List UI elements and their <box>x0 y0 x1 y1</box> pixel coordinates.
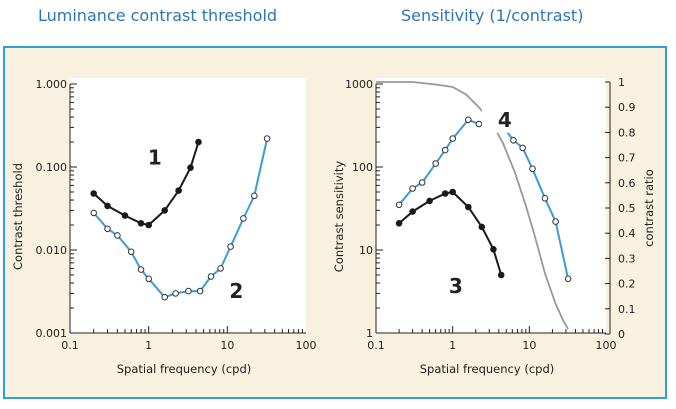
x-tick-label: 1 <box>145 339 152 352</box>
series-2-point <box>161 293 168 301</box>
x-tick-label: 0.1 <box>367 339 385 352</box>
y2-tick-label: 0.8 <box>618 126 636 139</box>
series-1-point <box>161 207 168 214</box>
annotation-label-4: 4 <box>498 108 512 132</box>
series-4-point <box>465 116 472 124</box>
series-3-point <box>441 190 449 197</box>
series-4-point <box>409 185 416 192</box>
series-4-point <box>529 165 536 173</box>
series-3-point <box>395 220 403 227</box>
x-tick-label: 1 <box>449 339 456 352</box>
series-3-point <box>478 223 486 231</box>
series-2-point <box>196 287 204 295</box>
y2-tick-label: 0 <box>618 328 625 341</box>
series-1-point <box>90 190 97 197</box>
y-tick-label: 0.010 <box>36 244 68 257</box>
series-2-point <box>251 192 258 200</box>
series-4-point <box>552 218 559 225</box>
series-1-point <box>195 138 202 146</box>
y2-tick-label: 0.3 <box>618 252 636 265</box>
series-4-point <box>475 120 483 128</box>
series-1-point <box>104 202 111 210</box>
series-2-point <box>104 225 111 233</box>
y-tick-label: 1 <box>366 327 373 340</box>
y-tick-label: 0.100 <box>36 161 68 174</box>
series-1-point <box>121 212 129 219</box>
series-2-point <box>114 232 121 239</box>
annotation-box <box>131 144 178 171</box>
annotation-box <box>432 272 479 299</box>
series-1-point <box>187 164 194 171</box>
series-2-point <box>145 275 152 283</box>
series-2-point <box>185 287 192 295</box>
y-tick-label: 1000 <box>345 78 373 91</box>
series-1-point <box>175 187 182 194</box>
series-2-point <box>172 290 179 297</box>
y2-tick-label: 0.9 <box>618 101 636 114</box>
series-4-point <box>395 201 403 209</box>
series-4-point <box>564 275 572 283</box>
series-2-point <box>137 266 145 273</box>
x-tick-label: 10 <box>220 339 234 352</box>
chart-1: 0.1 1 10 100 Spatial frequency (cpd) 0.001 0.0… <box>11 78 317 376</box>
series-4-point <box>441 146 449 154</box>
series-2-line <box>92 138 269 299</box>
y2-tick-label: 0.4 <box>618 227 636 240</box>
series-1-point <box>145 221 152 229</box>
annotation-box <box>213 278 260 305</box>
y-axis-title: Contrast threshold <box>11 163 25 270</box>
series-4-point <box>449 135 457 142</box>
series-2-point <box>263 135 271 142</box>
series-contrast-ratio-line <box>376 81 569 330</box>
annotation-label-1: 1 <box>148 146 162 170</box>
y-tick-label: 10 <box>359 244 373 257</box>
series-3-point <box>497 271 505 279</box>
x-axis-title: Spatial frequency (cpd) <box>117 362 251 376</box>
series-2-point <box>127 248 135 256</box>
series-3-point <box>409 208 416 215</box>
annotation-label-2: 2 <box>229 279 243 303</box>
y-tick-label: 1.000 <box>36 78 68 91</box>
series-2-point <box>240 215 247 222</box>
heading-sensitivity: Sensitivity (1/contrast) <box>401 6 584 25</box>
heading-luminance-contrast-threshold: Luminance contrast threshold <box>38 6 278 25</box>
y-axis-title: Contrast sensitivity <box>332 161 346 273</box>
y-tick-label: 100 <box>352 161 373 174</box>
series-2-point <box>227 243 234 250</box>
annotation-box <box>481 106 528 133</box>
x-tick-label: 0.1 <box>61 339 79 352</box>
series-4-point <box>418 179 426 186</box>
series-2-point <box>217 265 224 272</box>
y2-tick-label: 0.2 <box>618 278 636 291</box>
y2-tick-label: 0.6 <box>618 177 636 190</box>
series-2-point <box>207 273 215 280</box>
series-3-point <box>490 246 497 253</box>
y2-tick-label: 0.5 <box>618 202 636 215</box>
x-tick-label: 10 <box>522 339 536 352</box>
y2-tick-label: 1 <box>618 76 625 89</box>
x-axis-title: Spatial frequency (cpd) <box>420 362 554 376</box>
series-4-point <box>541 195 549 202</box>
y2-axis-title: contrast ratio <box>642 169 656 247</box>
y-tick-label: 0.001 <box>36 327 68 340</box>
x-tick-label: 100 <box>296 339 317 352</box>
series-2-point <box>90 209 97 217</box>
series-4-point <box>519 144 527 152</box>
series-4-point <box>432 160 440 167</box>
series-1-point <box>137 220 145 227</box>
series-4-point <box>510 137 517 144</box>
y2-tick-label: 0.1 <box>618 303 636 316</box>
x-tick-label: 100 <box>596 339 617 352</box>
series-3-point <box>426 197 433 205</box>
series-3-point <box>449 188 457 196</box>
annotation-label-3: 3 <box>449 274 463 298</box>
y2-tick-label: 0.7 <box>618 152 636 165</box>
series-3-point <box>465 203 472 211</box>
